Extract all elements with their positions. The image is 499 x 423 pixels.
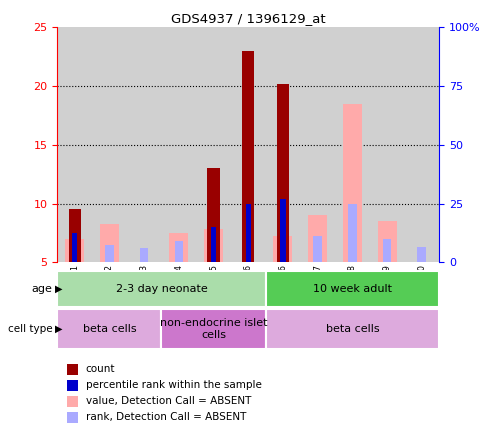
Title: GDS4937 / 1396129_at: GDS4937 / 1396129_at (171, 12, 325, 25)
Bar (370, 27, 404, 262)
Bar (418, 247, 426, 262)
Bar (204, 229, 223, 262)
Bar (162, 27, 196, 262)
Bar (265, 27, 300, 262)
Text: cell type: cell type (8, 324, 52, 334)
Bar (265, 309, 439, 349)
Bar (140, 248, 149, 262)
Bar (300, 27, 335, 262)
Bar (313, 236, 322, 262)
Bar (57, 309, 162, 349)
Text: ▶: ▶ (55, 284, 62, 294)
Text: beta cells: beta cells (325, 324, 379, 334)
Bar (404, 27, 439, 262)
Bar (211, 227, 216, 262)
Bar (277, 84, 289, 262)
Bar (162, 309, 265, 349)
Text: count: count (86, 364, 115, 374)
Text: 2-3 day neonate: 2-3 day neonate (116, 284, 208, 294)
Bar (246, 203, 251, 262)
Bar (280, 199, 285, 262)
Bar (69, 209, 81, 262)
Bar (348, 203, 357, 262)
Bar (105, 244, 114, 262)
Bar (273, 236, 292, 262)
Bar (231, 27, 265, 262)
Bar (383, 239, 391, 262)
Text: value, Detection Call = ABSENT: value, Detection Call = ABSENT (86, 396, 251, 406)
Bar (72, 233, 77, 262)
Bar (308, 215, 327, 262)
Text: rank, Detection Call = ABSENT: rank, Detection Call = ABSENT (86, 412, 246, 422)
Bar (196, 27, 231, 262)
Bar (335, 27, 370, 262)
Bar (378, 221, 397, 262)
Bar (127, 27, 162, 262)
Bar (57, 27, 92, 262)
Text: 10 week adult: 10 week adult (313, 284, 392, 294)
Bar (92, 27, 127, 262)
Bar (175, 241, 183, 262)
Bar (57, 271, 265, 307)
Text: ▶: ▶ (55, 324, 62, 334)
Bar (242, 51, 254, 262)
Bar (278, 239, 287, 262)
Text: age: age (31, 284, 52, 294)
Bar (343, 104, 362, 262)
Text: beta cells: beta cells (83, 324, 136, 334)
Bar (65, 239, 84, 262)
Text: percentile rank within the sample: percentile rank within the sample (86, 380, 261, 390)
Bar (265, 271, 439, 307)
Bar (169, 233, 189, 262)
Bar (208, 168, 220, 262)
Text: non-endocrine islet
cells: non-endocrine islet cells (160, 318, 267, 340)
Bar (100, 223, 119, 262)
